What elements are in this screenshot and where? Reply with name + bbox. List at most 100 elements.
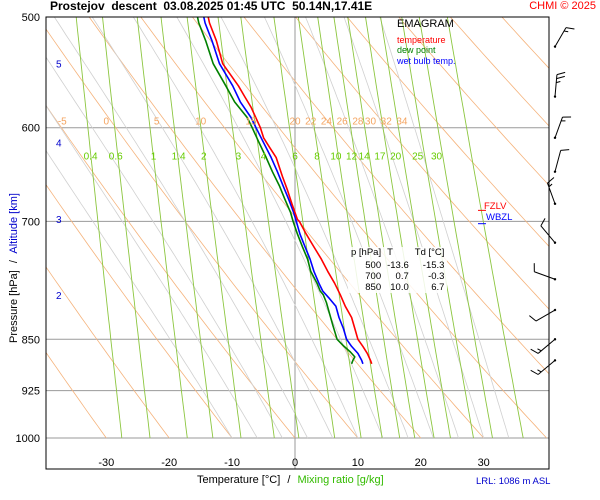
moist-adiabat-line xyxy=(220,17,409,439)
wbzl-label: WBZL xyxy=(486,212,513,223)
mixing-ratio-label: 4 xyxy=(261,151,267,162)
mixing-ratio-label: 0.6 xyxy=(109,151,123,162)
chart-legend: EMAGRAM temperature dew point wet bulb t… xyxy=(397,19,456,66)
table-row: 500 -13.6 -15.3 xyxy=(348,260,447,271)
sounding-profiles xyxy=(196,17,373,365)
dry-adiabat-line xyxy=(46,351,107,439)
wind-barb-base xyxy=(553,278,557,281)
wind-barb-flag xyxy=(565,27,575,30)
wind-barb xyxy=(553,116,572,139)
pressure-tick-label: 500 xyxy=(22,12,40,24)
wind-barb-flag xyxy=(533,263,535,272)
mixing-ratio-line xyxy=(186,17,242,439)
altitude-tick-label: 3 xyxy=(56,215,62,226)
moist-adiabat-line xyxy=(379,17,510,439)
copyright-text: CHMI © 2025 xyxy=(529,0,596,12)
dry-adiabat-label: 10 xyxy=(195,117,207,128)
temperature-tick-label: -20 xyxy=(161,457,177,469)
table-cell: 500 xyxy=(365,260,382,271)
dry-adiabat-label: 15 xyxy=(245,117,257,128)
mixing-ratio-label: 17 xyxy=(374,151,386,162)
dry-adiabat-label: 20 xyxy=(289,117,301,128)
wind-barb xyxy=(553,71,566,98)
line-labels: -5 0 5 10 15 20 22 24 26 28 30 32 340.4 0.6 1 1.4 2 3 4 6 8 1… xyxy=(58,117,443,163)
mixing-ratio-label: 30 xyxy=(431,151,443,162)
dry-adiabat-label: 32 xyxy=(381,117,393,128)
temperature-tick-label: -10 xyxy=(224,457,240,469)
altitude-tick-label: 5 xyxy=(56,60,62,71)
moist-adiabat-line xyxy=(176,17,384,439)
table-cell: 6.7 xyxy=(431,282,445,293)
mixing-ratio-label: 20 xyxy=(390,151,402,162)
table-cell: -0.3 xyxy=(428,271,445,282)
level-markers xyxy=(478,209,486,225)
legend-item-wet-bulb: wet bulb temp. xyxy=(397,55,456,66)
wind-barb-half-flag xyxy=(556,81,561,84)
wind-barb-base xyxy=(553,45,557,48)
series-line-temperature xyxy=(207,17,373,365)
mixing-ratio-line xyxy=(217,17,275,439)
mixing-ratio-line xyxy=(240,17,300,439)
plot-frame xyxy=(45,16,550,470)
pressure-tick-label: 700 xyxy=(22,216,40,228)
moist-adiabat-line xyxy=(46,56,283,439)
mixing-ratio-label: 1.4 xyxy=(172,151,186,162)
mixing-ratio-label: 1 xyxy=(151,151,157,162)
x-axis-label-mixing-ratio: Mixing ratio [g/kg] xyxy=(297,474,384,486)
wind-barb-flag xyxy=(529,315,537,322)
fzlv-label: FZLV xyxy=(484,201,507,212)
mixing-ratio-line xyxy=(418,17,493,439)
altitude-tick-label: 4 xyxy=(56,139,62,150)
dry-adiabat-label: 22 xyxy=(305,117,317,128)
wind-barb-half-flag xyxy=(561,120,566,122)
table-header-dewpoint: Td [°C] xyxy=(414,247,445,258)
wind-barb-base xyxy=(553,202,557,205)
wind-barbs xyxy=(529,27,575,375)
wind-barb-half-flag xyxy=(537,369,542,373)
x-axis-label: Temperature [°C] / Mixing ratio [g/kg] xyxy=(197,474,384,486)
wind-barb xyxy=(530,359,557,375)
wind-barb xyxy=(529,308,557,322)
table-cell: 0.7 xyxy=(395,271,409,282)
series-line-wet-bulb-temp- xyxy=(203,17,364,365)
moist-adiabat-line xyxy=(132,17,359,439)
y-axis-label-separator: / xyxy=(8,260,20,264)
mixing-ratio-label: 6 xyxy=(292,151,298,162)
wind-barb-staff xyxy=(554,74,558,97)
wind-barb-base xyxy=(553,338,557,341)
summary-table: p [hPa] T Td [°C] 500 -13.6 -15.3 700 0.… xyxy=(348,247,448,293)
wind-barb xyxy=(540,218,557,244)
dry-adiabat-label: 26 xyxy=(337,117,349,128)
temperature-tick-label: 20 xyxy=(415,457,427,469)
dry-adiabat-line xyxy=(140,17,484,439)
mixing-ratio-label: 25 xyxy=(412,151,424,162)
wind-barb-flag xyxy=(530,369,539,375)
grid-layer xyxy=(46,17,549,469)
table-cell: 700 xyxy=(365,271,382,282)
y-axis-label: Pressure [hPa] / Altitude [km] xyxy=(8,188,20,348)
wind-barb xyxy=(553,149,570,173)
mixing-ratio-lines xyxy=(75,17,524,439)
table-cell: 850 xyxy=(365,282,382,293)
mixing-ratio-label: 14 xyxy=(359,151,371,162)
y-axis-label-altitude: Altitude [km] xyxy=(8,193,20,254)
dry-adiabats xyxy=(46,17,549,439)
table-row: 850 10.0 6.7 xyxy=(348,282,447,293)
dry-adiabat-line xyxy=(46,184,233,439)
wind-barb-base xyxy=(553,136,557,139)
moist-adiabat-line xyxy=(46,104,258,439)
temperature-tick-label: 0 xyxy=(292,457,298,469)
wind-barb-flag xyxy=(556,71,566,76)
wind-barb xyxy=(553,27,575,48)
wind-barb-half-flag xyxy=(537,348,542,352)
dry-adiabat-label: 0 xyxy=(104,117,110,128)
pressure-tick-label: 600 xyxy=(22,123,40,135)
pressure-tick-label: 850 xyxy=(22,334,40,346)
dry-adiabat-line xyxy=(346,17,549,247)
mixing-ratio-label: 0.4 xyxy=(84,151,98,162)
wind-barb xyxy=(533,263,557,281)
legend-title: EMAGRAM xyxy=(397,18,454,30)
x-axis-label-separator: / xyxy=(287,474,291,486)
